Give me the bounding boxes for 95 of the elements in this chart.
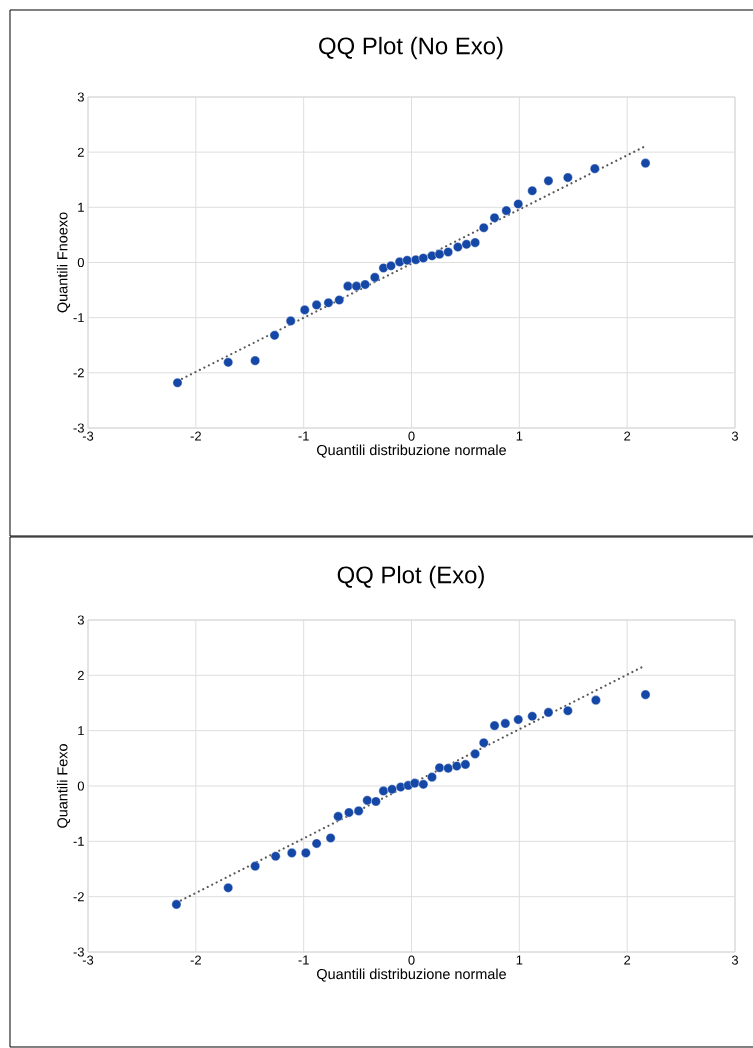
point [513, 714, 524, 725]
point [351, 281, 362, 292]
y-axis-title: Quantili Fnoexo [56, 212, 71, 313]
point [563, 172, 573, 183]
point [489, 720, 500, 731]
point [527, 185, 538, 196]
x-tick-label: 2 [624, 955, 631, 965]
chart-title: QQ Plot (No Exo) [319, 36, 503, 60]
y-tick-label: 2 [77, 670, 84, 680]
point [590, 163, 600, 174]
point [360, 279, 370, 290]
point [418, 253, 429, 263]
x-tick-label: -1 [298, 955, 309, 965]
point [461, 239, 472, 250]
point [513, 199, 524, 209]
y-tick-label: -3 [73, 423, 84, 433]
point [386, 261, 396, 271]
point [299, 305, 310, 315]
x-tick-label: 1 [516, 955, 523, 965]
point [478, 222, 489, 233]
y-tick-label: 1 [78, 202, 84, 212]
point [269, 330, 280, 341]
point [223, 883, 233, 893]
point [443, 247, 453, 257]
point [453, 242, 463, 252]
x-tick-label: -2 [190, 431, 201, 441]
point [378, 786, 389, 796]
point [409, 778, 420, 789]
y-tick-label: -2 [73, 368, 84, 378]
point [325, 833, 336, 843]
point [362, 795, 373, 806]
x-axis-title: Quantili distribuzione normale [317, 444, 506, 458]
point [591, 695, 601, 706]
point [500, 718, 511, 729]
point [223, 357, 233, 368]
y-tick-label: 0 [77, 781, 84, 791]
point [443, 763, 453, 774]
x-tick-label: 0 [408, 431, 415, 441]
y-tick-label: 0 [77, 257, 84, 268]
point [451, 761, 462, 771]
point [301, 848, 311, 858]
y-tick-label: 1 [78, 726, 84, 736]
point [172, 377, 183, 388]
chart-title: QQ Plot (Exo) [337, 565, 484, 589]
x-tick-label: 3 [731, 431, 739, 441]
x-tick-label: -2 [190, 955, 201, 965]
point [378, 263, 389, 273]
point [311, 300, 322, 310]
point [287, 848, 297, 858]
x-tick-label: 2 [624, 431, 631, 441]
point [478, 738, 489, 748]
y-tick-label: -1 [73, 836, 84, 846]
point [543, 707, 554, 718]
point [334, 295, 345, 305]
point [250, 861, 260, 872]
point [343, 281, 353, 292]
y-tick-label: 3 [77, 92, 84, 102]
point [353, 806, 364, 816]
point [270, 851, 281, 862]
point [489, 213, 500, 223]
x-tick-label: 1 [516, 431, 523, 441]
point [171, 899, 182, 910]
point [323, 297, 334, 308]
point [434, 249, 445, 260]
point [640, 158, 651, 168]
point [387, 784, 397, 795]
point [501, 205, 512, 216]
point [527, 711, 538, 722]
x-tick-label: 3 [731, 955, 739, 965]
x-tick-label: -1 [298, 431, 309, 441]
y-tick-label: 3 [77, 615, 84, 625]
point [311, 838, 322, 849]
y-tick-label: 2 [77, 147, 84, 157]
point [563, 705, 573, 716]
point [470, 237, 480, 248]
y-tick-label: -2 [73, 892, 84, 902]
point [460, 759, 471, 770]
y-axis-title: Quantili Fexo [56, 744, 71, 828]
point [640, 689, 651, 700]
point [370, 272, 380, 283]
point [470, 749, 480, 759]
point [427, 772, 437, 782]
point [434, 762, 445, 773]
x-tick-label: 0 [408, 955, 415, 965]
point [250, 355, 260, 366]
y-tick-label: -3 [73, 947, 84, 957]
y-tick-label: -1 [73, 313, 84, 323]
x-axis-title: Quantili distribuzione normale [317, 968, 506, 982]
point [333, 811, 343, 822]
point [418, 779, 429, 790]
point [402, 255, 412, 266]
point [543, 176, 554, 186]
point [344, 807, 354, 818]
point [371, 796, 381, 807]
point [285, 316, 296, 326]
